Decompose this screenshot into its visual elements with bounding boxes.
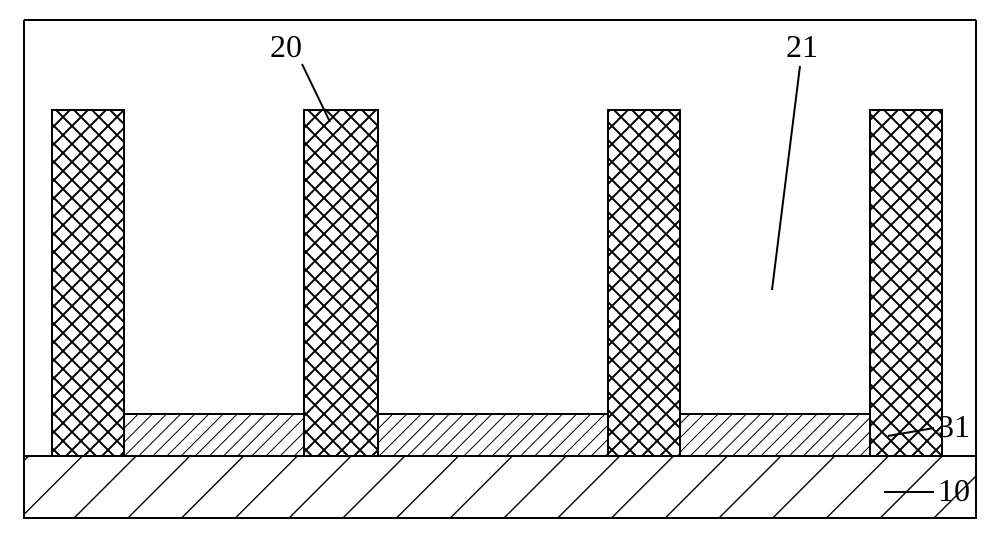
substrate-layer [24, 456, 976, 518]
reference-label-10: 10 [938, 472, 970, 509]
thin-film-segment [378, 414, 608, 456]
pillar [870, 110, 942, 456]
thin-film-segment [124, 414, 304, 456]
pillar [304, 110, 378, 456]
reference-label-21: 21 [786, 28, 818, 65]
reference-label-20: 20 [270, 28, 302, 65]
thin-film-segment [680, 414, 870, 456]
leader-line [772, 66, 800, 290]
technical-diagram [0, 0, 1000, 538]
pillar [608, 110, 680, 456]
reference-label-31: 31 [938, 408, 970, 445]
pillar [52, 110, 124, 456]
